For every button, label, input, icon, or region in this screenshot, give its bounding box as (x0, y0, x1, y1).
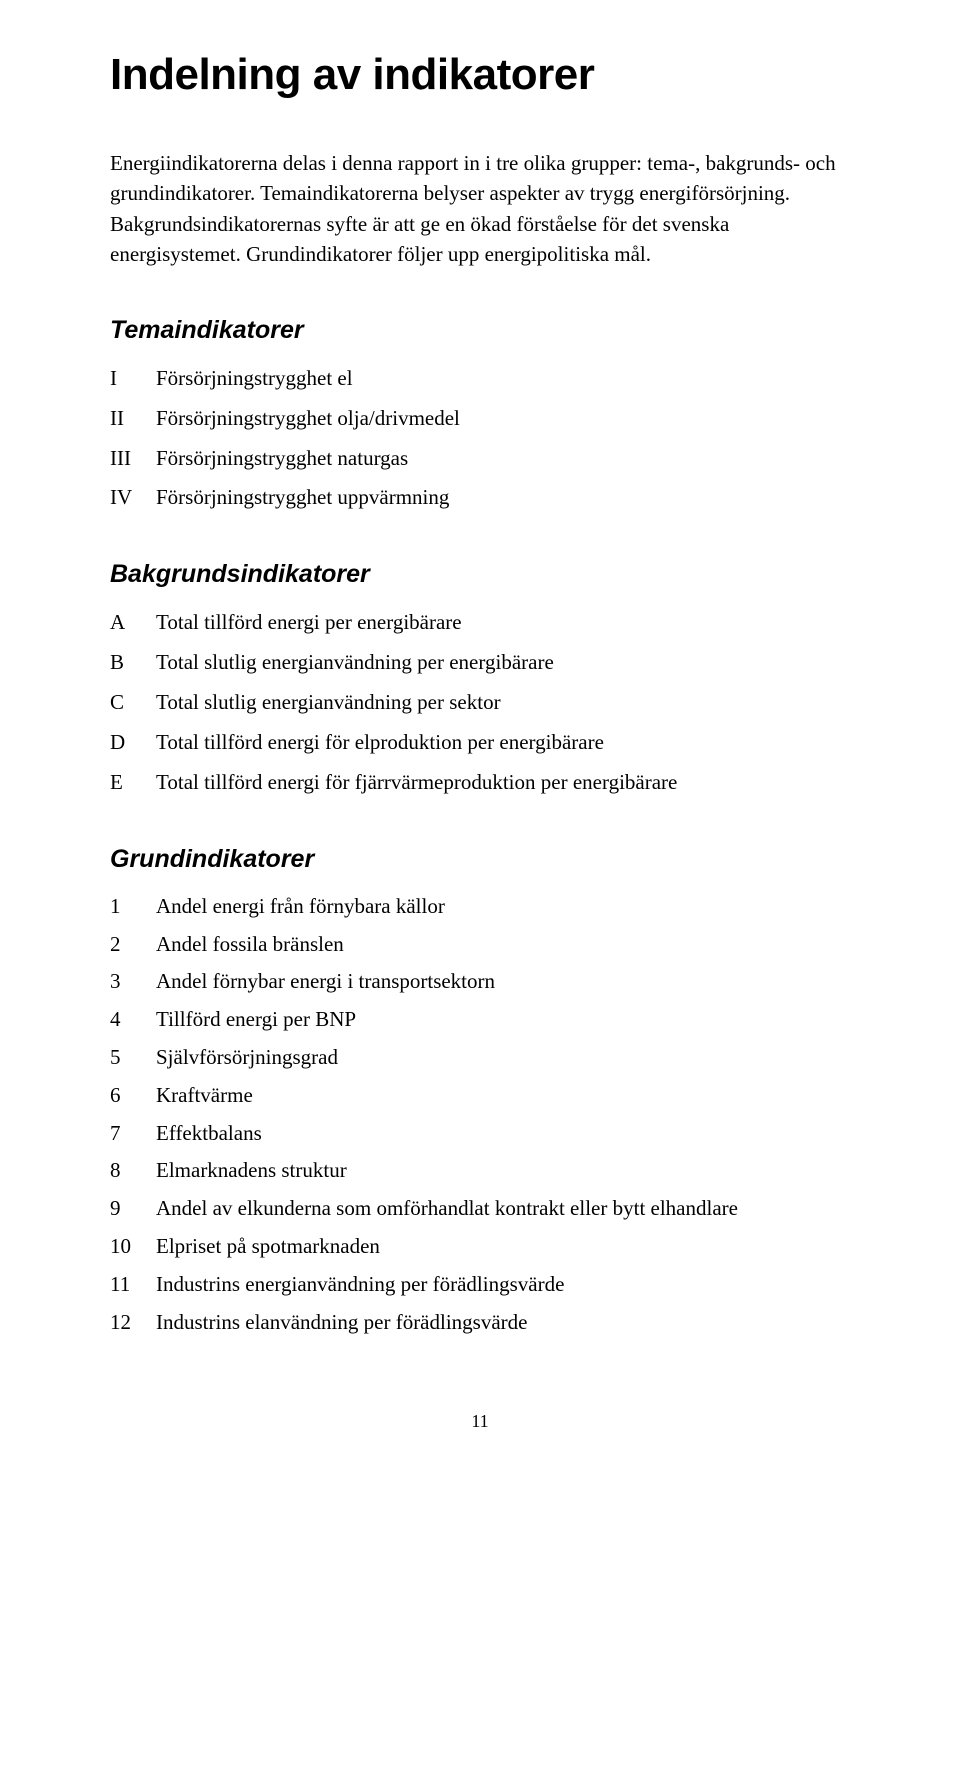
item-text: Total slutlig energianvändning per energ… (156, 643, 850, 683)
list-item: 12Industrins elanvändning per förädlings… (110, 1304, 850, 1342)
item-text: Andel energi från förnybara källor (156, 888, 850, 926)
list-tema: IFörsörjningstrygghet el IIFörsörjningst… (110, 359, 850, 519)
item-text: Tillförd energi per BNP (156, 1001, 850, 1039)
list-item: 10Elpriset på spotmarknaden (110, 1228, 850, 1266)
list-item: 3Andel förnybar energi i transportsektor… (110, 963, 850, 1001)
list-item: ATotal tillförd energi per energibärare (110, 603, 850, 643)
list-item: IVFörsörjningstrygghet uppvärmning (110, 478, 850, 518)
item-label: III (110, 439, 156, 479)
page-number: 11 (110, 1411, 850, 1432)
list-item: 7Effektbalans (110, 1115, 850, 1153)
item-text: Försörjningstrygghet olja/drivmedel (156, 399, 850, 439)
section-heading-tema: Temaindikatorer (110, 316, 850, 345)
section-grund: Grundindikatorer 1Andel energi från förn… (110, 845, 850, 1342)
item-text: Total tillförd energi för fjärrvärmeprod… (156, 763, 850, 803)
item-label: 6 (110, 1077, 156, 1115)
item-text: Försörjningstrygghet el (156, 359, 850, 399)
item-label: 8 (110, 1152, 156, 1190)
item-label: 5 (110, 1039, 156, 1077)
item-text: Total tillförd energi för elproduktion p… (156, 723, 850, 763)
item-text: Kraftvärme (156, 1077, 850, 1115)
item-text: Effektbalans (156, 1115, 850, 1153)
item-text: Andel av elkunderna som omförhandlat kon… (156, 1190, 850, 1228)
item-label: 12 (110, 1304, 156, 1342)
list-item: IIIFörsörjningstrygghet naturgas (110, 439, 850, 479)
list-bakgrund: ATotal tillförd energi per energibärare … (110, 603, 850, 802)
intro-paragraph: Energiindikatorerna delas i denna rappor… (110, 148, 850, 270)
item-label: B (110, 643, 156, 683)
item-text: Total slutlig energianvändning per sekto… (156, 683, 850, 723)
item-label: 9 (110, 1190, 156, 1228)
item-label: 2 (110, 926, 156, 964)
item-text: Industrins elanvändning per förädlingsvä… (156, 1304, 850, 1342)
item-label: D (110, 723, 156, 763)
item-text: Andel förnybar energi i transportsektorn (156, 963, 850, 1001)
item-label: II (110, 399, 156, 439)
list-item: 11Industrins energianvändning per förädl… (110, 1266, 850, 1304)
list-item: 9Andel av elkunderna som omförhandlat ko… (110, 1190, 850, 1228)
list-item: 4Tillförd energi per BNP (110, 1001, 850, 1039)
list-item: BTotal slutlig energianvändning per ener… (110, 643, 850, 683)
item-label: 7 (110, 1115, 156, 1153)
item-text: Försörjningstrygghet uppvärmning (156, 478, 850, 518)
section-tema: Temaindikatorer IFörsörjningstrygghet el… (110, 316, 850, 519)
list-grund: 1Andel energi från förnybara källor 2And… (110, 888, 850, 1342)
item-text: Elmarknadens struktur (156, 1152, 850, 1190)
item-label: I (110, 359, 156, 399)
list-item: CTotal slutlig energianvändning per sekt… (110, 683, 850, 723)
item-label: E (110, 763, 156, 803)
page-title: Indelning av indikatorer (110, 50, 850, 100)
list-item: ETotal tillförd energi för fjärrvärmepro… (110, 763, 850, 803)
section-bakgrund: Bakgrundsindikatorer ATotal tillförd ene… (110, 560, 850, 802)
list-item: IFörsörjningstrygghet el (110, 359, 850, 399)
section-heading-grund: Grundindikatorer (110, 845, 850, 874)
item-label: 11 (110, 1266, 156, 1304)
item-text: Försörjningstrygghet naturgas (156, 439, 850, 479)
item-label: IV (110, 478, 156, 518)
list-item: 1Andel energi från förnybara källor (110, 888, 850, 926)
item-label: 1 (110, 888, 156, 926)
list-item: DTotal tillförd energi för elproduktion … (110, 723, 850, 763)
item-label: A (110, 603, 156, 643)
list-item: 5Självförsörjningsgrad (110, 1039, 850, 1077)
item-text: Elpriset på spotmarknaden (156, 1228, 850, 1266)
item-label: 4 (110, 1001, 156, 1039)
list-item: 2Andel fossila bränslen (110, 926, 850, 964)
section-heading-bakgrund: Bakgrundsindikatorer (110, 560, 850, 589)
list-item: IIFörsörjningstrygghet olja/drivmedel (110, 399, 850, 439)
list-item: 6Kraftvärme (110, 1077, 850, 1115)
item-text: Självförsörjningsgrad (156, 1039, 850, 1077)
item-label: 3 (110, 963, 156, 1001)
item-label: 10 (110, 1228, 156, 1266)
list-item: 8Elmarknadens struktur (110, 1152, 850, 1190)
item-label: C (110, 683, 156, 723)
item-text: Total tillförd energi per energibärare (156, 603, 850, 643)
item-text: Industrins energianvändning per förädlin… (156, 1266, 850, 1304)
item-text: Andel fossila bränslen (156, 926, 850, 964)
